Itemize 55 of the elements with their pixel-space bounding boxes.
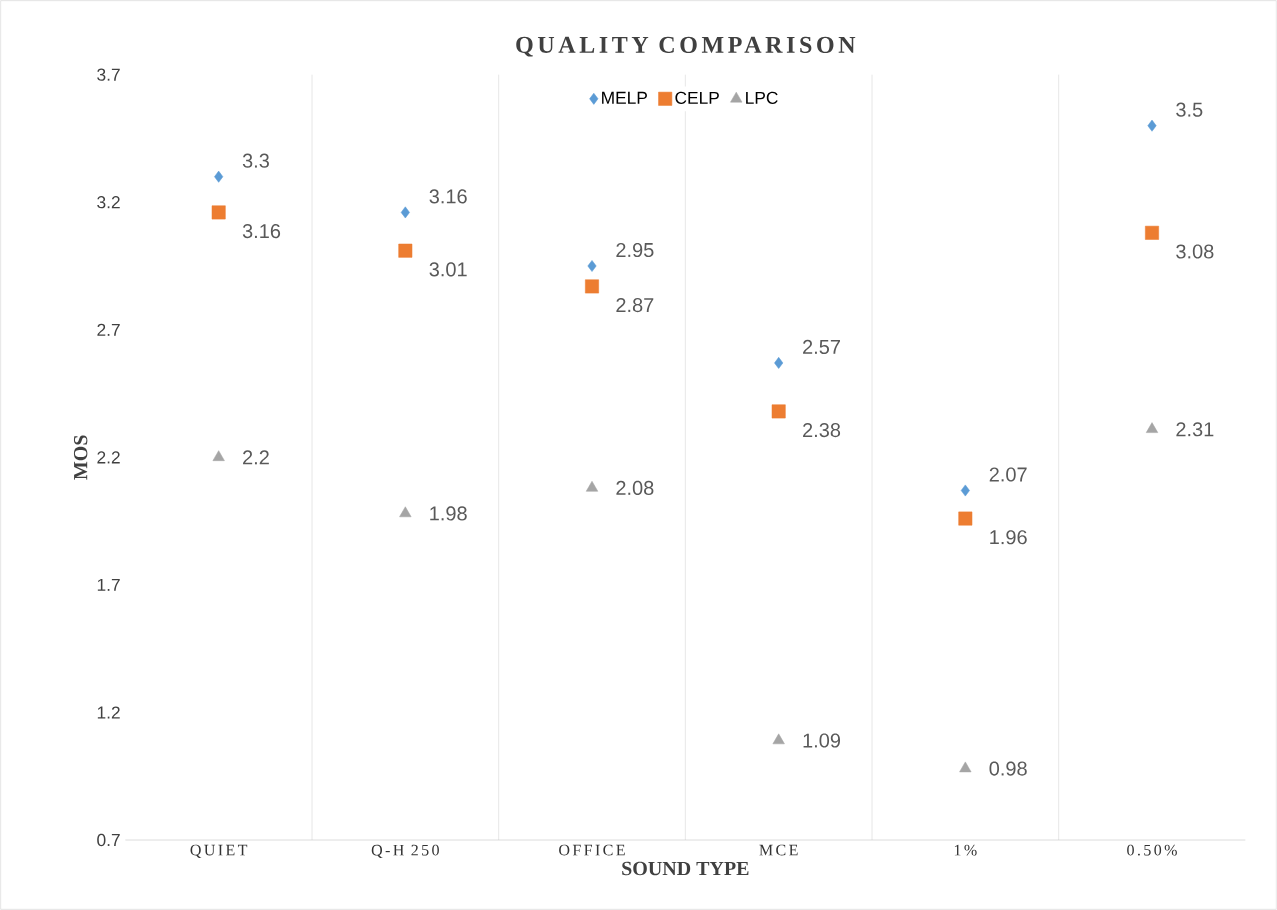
point bbox=[585, 481, 599, 492]
x-tick-label: Q-H 250 bbox=[371, 844, 439, 858]
y-axis-title: MOS bbox=[73, 435, 88, 480]
point bbox=[771, 404, 786, 419]
data-label: 2.2 bbox=[243, 450, 269, 465]
data-label: 2.57 bbox=[803, 339, 840, 355]
data-label: 3.16 bbox=[429, 189, 467, 204]
x-tick-label: 1% bbox=[954, 844, 977, 856]
x-tick-label: 0.50% bbox=[1127, 844, 1177, 856]
data-label: 2.87 bbox=[616, 297, 654, 313]
point bbox=[1147, 119, 1157, 132]
point bbox=[959, 761, 972, 773]
y-tick-label: 2.7 bbox=[97, 323, 120, 336]
point bbox=[774, 357, 784, 369]
y-tick-label: 0.7 bbox=[97, 833, 120, 847]
data-label: 3.01 bbox=[429, 262, 467, 277]
x-axis-title: SOUND TYPE bbox=[622, 861, 749, 876]
point bbox=[587, 260, 597, 272]
point bbox=[960, 484, 970, 497]
data-label: 1.96 bbox=[990, 530, 1027, 545]
data-label: 3.16 bbox=[242, 224, 281, 239]
y-tick-label: 2.2 bbox=[97, 451, 120, 464]
x-tick-label: MCE bbox=[759, 844, 798, 856]
data-label: 1.09 bbox=[803, 733, 841, 748]
legend-label: CELP bbox=[675, 91, 719, 105]
data-label: 3.08 bbox=[1176, 244, 1214, 259]
legend-label: MELP bbox=[602, 91, 647, 104]
y-tick-label: 1.7 bbox=[97, 578, 120, 591]
point bbox=[772, 733, 785, 745]
point bbox=[214, 170, 224, 183]
point bbox=[585, 279, 599, 294]
data-label: 2.95 bbox=[616, 242, 654, 258]
y-tick-label: 3.2 bbox=[97, 196, 120, 209]
point bbox=[212, 450, 225, 461]
point bbox=[211, 205, 226, 220]
point bbox=[958, 511, 973, 526]
data-label: 2.31 bbox=[1176, 422, 1214, 437]
data-label: 0.98 bbox=[989, 761, 1027, 776]
point bbox=[398, 243, 413, 258]
point bbox=[400, 206, 410, 219]
data-label: 3.5 bbox=[1176, 102, 1203, 117]
chart-title: QUALITY COMPARISON bbox=[516, 36, 856, 57]
y-tick-label: 1.2 bbox=[97, 706, 120, 719]
data-label: 2.08 bbox=[616, 480, 654, 496]
point bbox=[1145, 422, 1159, 433]
data-label: 2.07 bbox=[989, 467, 1027, 482]
point bbox=[1145, 225, 1159, 240]
y-tick-label: 3.7 bbox=[97, 68, 120, 81]
point bbox=[399, 506, 412, 518]
legend-label: LPC bbox=[746, 91, 778, 105]
x-tick-label: QUIET bbox=[190, 844, 248, 858]
data-label: 1.98 bbox=[430, 506, 467, 521]
data-label: 3.3 bbox=[242, 153, 269, 168]
data-label: 2.38 bbox=[803, 422, 841, 438]
x-tick-label: OFFICE bbox=[559, 844, 625, 856]
